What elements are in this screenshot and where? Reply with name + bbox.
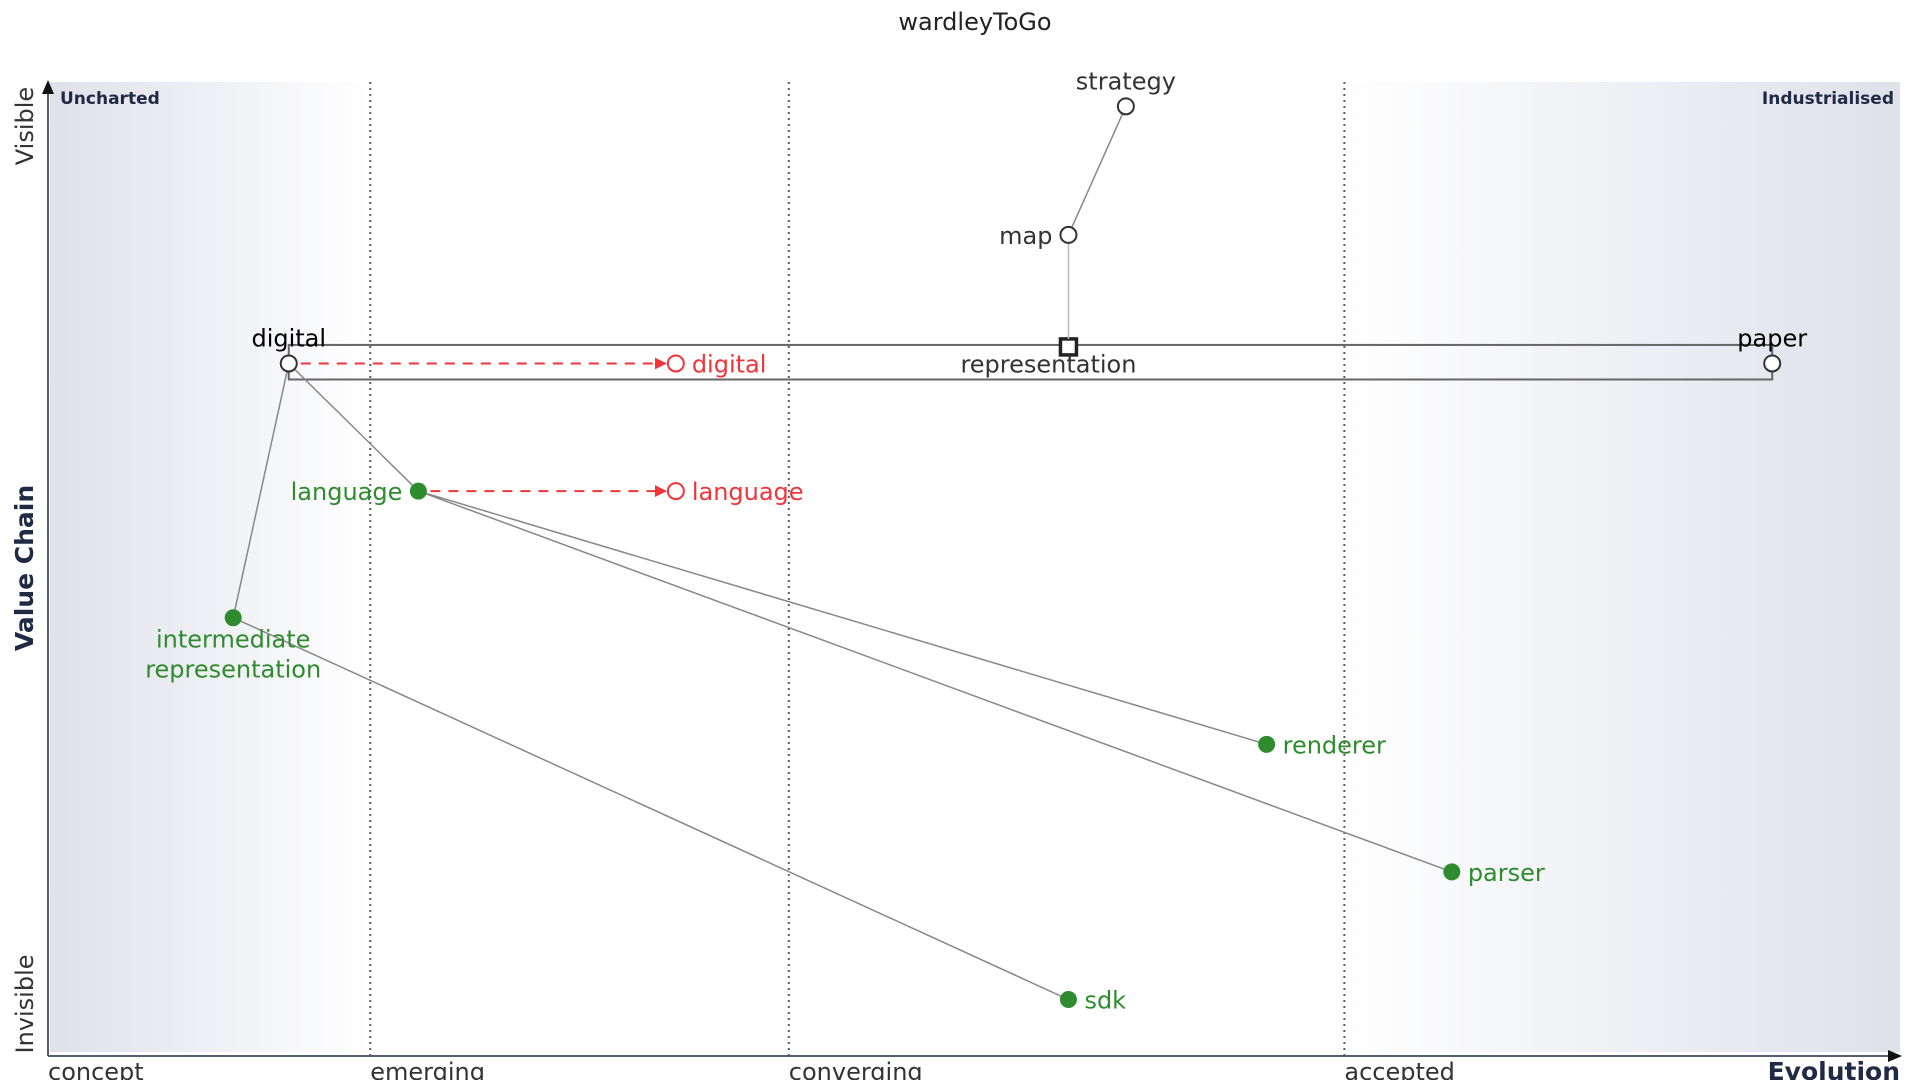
stage-label-emerging: emerging (370, 1058, 485, 1080)
y-axis-label: Value Chain (10, 485, 39, 651)
intermediate-label-line: representation (145, 656, 321, 684)
stage-labels: concept emerging converging accepted (48, 1058, 1455, 1080)
x-axis-label: Evolution (1768, 1057, 1900, 1080)
y-axis-arrow-icon (42, 80, 54, 94)
digital-future-label: digital (692, 350, 767, 378)
component-paper[interactable]: paper (1737, 324, 1807, 373)
component-language-future[interactable]: language (666, 478, 804, 506)
intermediate-label: intermediate representation (145, 626, 321, 684)
intermediate-label-line: intermediate (156, 626, 310, 654)
map-title: wardleyToGo (898, 8, 1051, 36)
stage-label-accepted: accepted (1344, 1058, 1455, 1080)
components: strategy map digital paper digital language la… (145, 67, 1807, 1014)
stage-dividers (369, 82, 1346, 1056)
pipeline: representation (287, 337, 1774, 381)
link-intermediate-sdk (232, 617, 1069, 1001)
x-axis-arrow-icon (1888, 1050, 1902, 1062)
parser-label: parser (1468, 859, 1545, 887)
links (232, 106, 1453, 1001)
corner-label-uncharted: Uncharted (60, 89, 160, 109)
axes (42, 80, 1902, 1062)
background-bands (50, 82, 1900, 1052)
language-future-marker (666, 482, 685, 501)
stage-label-concept: concept (48, 1058, 144, 1080)
pipeline-label: representation (960, 350, 1136, 378)
map-marker (1059, 225, 1078, 244)
y-axis-top-label: Visible (11, 87, 39, 165)
component-digital-future[interactable]: digital (666, 350, 767, 378)
language-label: language (291, 478, 403, 506)
component-parser[interactable]: parser (1443, 859, 1545, 887)
paper-label: paper (1737, 324, 1807, 352)
link-digital-language (288, 362, 419, 492)
digital-marker (279, 354, 298, 373)
component-digital[interactable]: digital (251, 324, 326, 373)
map-label: map (999, 222, 1052, 250)
link-language-renderer (418, 490, 1267, 746)
paper-marker (1763, 354, 1782, 373)
component-language[interactable]: language (291, 478, 427, 506)
strategy-label: strategy (1076, 67, 1176, 95)
language-marker (409, 482, 427, 500)
link-digital-intermediate (232, 363, 290, 618)
digital-future-marker (666, 354, 685, 373)
y-axis-bottom-label: Invisible (11, 955, 39, 1054)
evolution-arrows (300, 357, 667, 498)
parser-marker (1443, 863, 1461, 881)
sdk-label: sdk (1084, 987, 1126, 1015)
component-map[interactable]: map (999, 222, 1078, 250)
digital-label: digital (251, 324, 326, 352)
component-strategy[interactable]: strategy (1076, 67, 1176, 116)
component-renderer[interactable]: renderer (1258, 731, 1386, 759)
language-future-label: language (692, 478, 804, 506)
link-strategy-map (1067, 106, 1127, 236)
renderer-label: renderer (1283, 731, 1386, 759)
stage-label-converging: converging (789, 1058, 923, 1080)
component-sdk[interactable]: sdk (1059, 987, 1126, 1015)
renderer-marker (1258, 735, 1276, 753)
sdk-marker (1059, 991, 1077, 1009)
strategy-marker (1116, 97, 1135, 116)
intermediate-marker (224, 609, 242, 627)
component-intermediate[interactable]: intermediate representation (145, 609, 321, 684)
corner-label-industrialised: Industrialised (1762, 89, 1894, 109)
link-language-parser (418, 490, 1453, 873)
